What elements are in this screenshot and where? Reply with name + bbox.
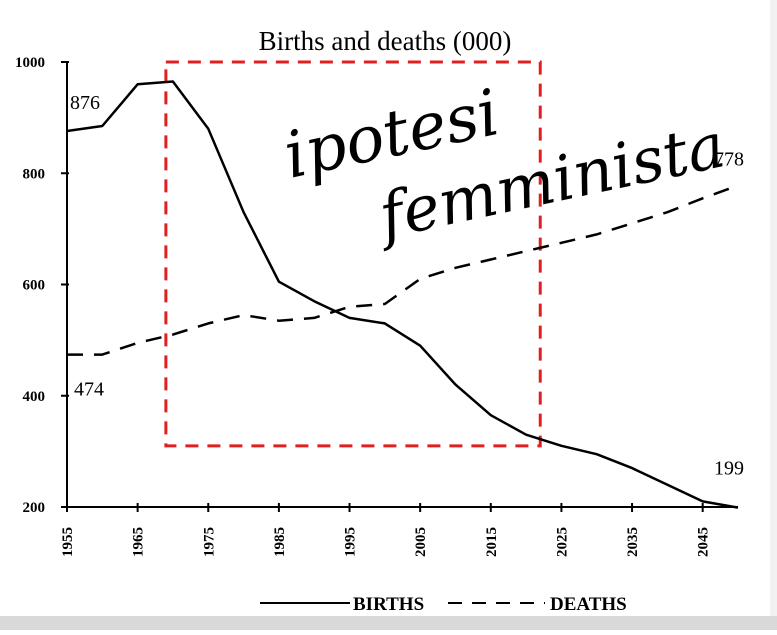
x-tick-label: 2015 (484, 527, 500, 557)
axes: 200 400 600 800 1000 1955 1965 1975 1985 1995 2005… (15, 55, 738, 557)
y-tick-label: 800 (23, 166, 46, 182)
legend: BIRTHS DEATHS (260, 594, 627, 615)
x-tick-label: 1955 (60, 527, 76, 557)
value-label: 474 (74, 379, 104, 401)
x-tick-label: 2045 (696, 527, 712, 557)
x-tick-label: 1975 (201, 527, 217, 557)
x-tick-label: 1965 (131, 527, 147, 557)
series-line-deaths (67, 184, 739, 356)
highlight-box (164, 60, 542, 448)
handwritten-note: ipotesi femminista (278, 76, 731, 253)
x-tick-label: 2035 (625, 527, 641, 557)
x-tick-label: 2005 (413, 527, 429, 557)
y-tick-label: 1000 (15, 55, 45, 71)
x-tick-label: 1995 (343, 527, 359, 557)
series-group (66, 80, 739, 509)
value-label: 876 (70, 92, 100, 114)
x-tick-label: 1985 (272, 527, 288, 557)
y-tick-label: 400 (23, 389, 46, 405)
footer-strip (0, 616, 777, 630)
right-edge-strip (770, 0, 777, 616)
highlight-box-group (164, 60, 542, 448)
value-label: 778 (714, 148, 744, 170)
legend-births-label: BIRTHS (353, 594, 424, 615)
legend-deaths-label: DEATHS (550, 594, 627, 615)
y-tick-label: 200 (23, 500, 46, 516)
chart-title: Births and deaths (000) (259, 26, 512, 56)
series-line-births (66, 80, 739, 509)
annotation-labels: 876 474 778 199 (70, 92, 744, 480)
value-label: 199 (714, 458, 744, 480)
y-tick-label: 600 (23, 278, 46, 294)
x-tick-label: 2025 (554, 527, 570, 557)
